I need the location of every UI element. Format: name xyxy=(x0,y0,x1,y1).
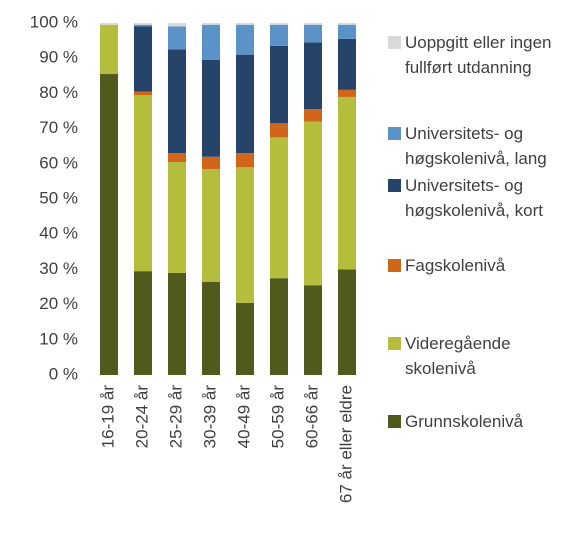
bar-segment xyxy=(338,23,356,25)
x-tick-label: 16-19 år xyxy=(98,385,117,449)
bar-segment xyxy=(134,271,152,375)
legend-item: Universitets- og høgskolenivå, kort xyxy=(388,173,583,223)
bar-segment xyxy=(270,123,288,138)
bar-segment xyxy=(168,272,186,375)
legend-label: Universitets- og høgskolenivå, kort xyxy=(405,176,543,220)
y-tick-label: 80 % xyxy=(39,83,78,102)
y-tick-label: 50 % xyxy=(39,188,78,207)
bar-segment xyxy=(270,24,288,46)
bar-segment xyxy=(168,26,186,50)
legend-swatch xyxy=(388,259,401,272)
x-tick-label: 30-39 år xyxy=(200,385,219,449)
bar-segment xyxy=(270,137,288,279)
bar-segment xyxy=(134,24,152,27)
bar-segment xyxy=(202,23,220,25)
bar-segment xyxy=(134,23,152,25)
legend-item: Grunnskolenivå xyxy=(388,409,583,434)
bar-segment xyxy=(202,169,220,282)
y-tick-label: 100 % xyxy=(30,12,78,31)
bar-segment xyxy=(134,95,152,272)
bar-segment xyxy=(202,24,220,60)
bar-segment xyxy=(338,38,356,90)
bar-segment xyxy=(338,96,356,270)
y-tick-label: 90 % xyxy=(39,48,78,67)
y-tick-label: 70 % xyxy=(39,118,78,137)
x-tick-label: 20-24 år xyxy=(132,385,151,449)
legend-item: Universitets- og høgskolenivå, lang xyxy=(388,121,583,171)
bar-segment xyxy=(100,24,118,75)
legend-swatch xyxy=(388,415,401,428)
bar-segment xyxy=(338,24,356,39)
bar-segment xyxy=(236,302,254,375)
x-tick-label: 40-49 år xyxy=(234,385,253,449)
y-tick-label: 0 % xyxy=(49,364,78,383)
legend-label: Grunnskolenivå xyxy=(405,412,524,431)
bar-segment xyxy=(304,42,322,110)
legend-label: Universitets- og høgskolenivå, lang xyxy=(405,124,547,168)
legend-label: Uoppgitt eller ingen fullført utdanning xyxy=(405,33,552,77)
y-tick-label: 40 % xyxy=(39,224,78,243)
legend-swatch xyxy=(388,337,401,350)
x-tick-label: 60-66 år xyxy=(302,385,321,449)
legend-item: Fagskolenivå xyxy=(388,253,583,278)
legend-swatch xyxy=(388,36,401,49)
y-tick-label: 20 % xyxy=(39,294,78,313)
legend-swatch xyxy=(388,179,401,192)
bar-segment xyxy=(304,24,322,43)
bar-segment xyxy=(270,23,288,25)
bar-segment xyxy=(270,45,288,124)
bar-segment xyxy=(304,121,322,286)
legend-swatch xyxy=(388,127,401,140)
bar-segment xyxy=(338,89,356,97)
bar-segment xyxy=(236,24,254,55)
bar-segment xyxy=(236,167,254,303)
bar-segment xyxy=(168,23,186,27)
bar-segment xyxy=(338,269,356,375)
legend-item: Uoppgitt eller ingen fullført utdanning xyxy=(388,30,583,80)
bar-segment xyxy=(100,23,118,25)
y-tick-label: 10 % xyxy=(39,329,78,348)
x-tick-label: 25-29 år xyxy=(166,385,185,449)
legend-label: Videregående skolenivå xyxy=(405,334,511,378)
y-tick-label: 30 % xyxy=(39,259,78,278)
bar-segment xyxy=(202,156,220,170)
bar-segment xyxy=(304,23,322,25)
bar-segment xyxy=(168,153,186,163)
bar-segment xyxy=(134,26,152,92)
bar-segment xyxy=(168,49,186,154)
legend-label: Fagskolenivå xyxy=(405,256,506,275)
y-tick-label: 60 % xyxy=(39,153,78,172)
bar-segment xyxy=(100,74,118,375)
bar-segment xyxy=(304,109,322,122)
bar-segment xyxy=(202,281,220,375)
bar-segment xyxy=(236,23,254,25)
bar-segment xyxy=(304,285,322,375)
x-tick-label: 50-59 år xyxy=(268,385,287,449)
bar-segment xyxy=(202,59,220,157)
bar-segment xyxy=(270,278,288,375)
legend-item: Videregående skolenivå xyxy=(388,331,583,381)
x-tick-label: 67 år eller eldre xyxy=(336,385,355,503)
bar-segment xyxy=(168,162,186,273)
bar-segment xyxy=(236,54,254,154)
bar-segment xyxy=(134,91,152,96)
bar-segment xyxy=(236,153,254,168)
